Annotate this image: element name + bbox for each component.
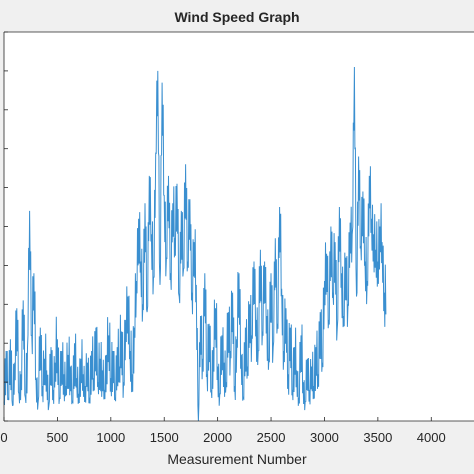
x-tick-label: 500 <box>47 430 69 445</box>
x-tick-label: 3000 <box>310 430 339 445</box>
x-axis-label: Measurement Number <box>167 451 307 467</box>
x-tick-label: 1500 <box>150 430 179 445</box>
x-tick-label: 0 <box>0 430 7 445</box>
x-tick-label: 2000 <box>203 430 232 445</box>
x-tick-label: 1000 <box>96 430 125 445</box>
x-tick-label: 3500 <box>363 430 392 445</box>
x-tick-label: 2500 <box>257 430 286 445</box>
chart-title: Wind Speed Graph <box>174 9 300 25</box>
series-line-0 <box>3 66 387 422</box>
x-tick-label: 4000 <box>417 430 446 445</box>
